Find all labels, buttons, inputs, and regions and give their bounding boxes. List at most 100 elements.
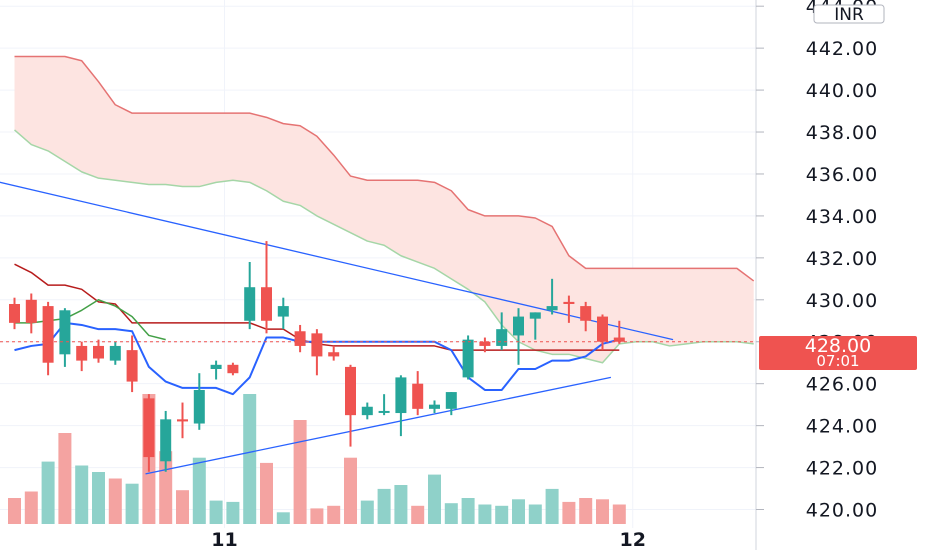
candle-body <box>328 352 340 357</box>
candle-body <box>345 366 356 416</box>
currency-badge[interactable]: INR <box>813 4 885 25</box>
price-tick-label: 442.00 <box>806 38 878 60</box>
candle-body <box>580 306 592 321</box>
time-axis[interactable]: 11 12 <box>211 529 646 550</box>
volume-bar <box>612 504 626 524</box>
candle-body <box>261 287 272 321</box>
bar-countdown: 07:01 <box>816 352 859 370</box>
price-tick-label: 430.00 <box>806 290 878 312</box>
volume-bar <box>579 498 593 524</box>
volume-bar <box>260 462 273 524</box>
price-tick-label: 420.00 <box>806 500 878 522</box>
candle-body <box>613 337 625 342</box>
trendline[interactable] <box>0 161 674 341</box>
volume-bar <box>24 491 38 524</box>
candle-body <box>193 389 205 424</box>
candle-body <box>227 364 239 374</box>
volume-bar <box>276 512 290 524</box>
volume-bar <box>75 465 89 524</box>
volume-bar <box>41 461 55 524</box>
volume-bar <box>327 505 341 524</box>
volume-bar <box>411 505 425 524</box>
volume-bar <box>461 498 475 524</box>
volume-bar <box>528 504 542 524</box>
candle-body <box>563 301 575 304</box>
trendline[interactable] <box>145 376 612 475</box>
price-tick-label: 434.00 <box>806 206 878 228</box>
candle-body <box>59 310 71 355</box>
candle-body <box>395 377 407 414</box>
candle-body <box>412 383 424 409</box>
candle-body <box>597 316 608 342</box>
volume-bar <box>226 501 240 524</box>
price-axis[interactable]: 444.00442.00440.00438.00436.00434.00432.… <box>756 0 878 522</box>
candle-body <box>479 341 491 346</box>
candle-body <box>126 350 138 382</box>
candle-body <box>496 329 508 346</box>
candle-body <box>378 410 390 413</box>
volume-bar <box>377 488 391 524</box>
price-tick-label: 440.00 <box>806 80 878 102</box>
candle-body <box>546 306 558 311</box>
date-tick-label[interactable]: 11 <box>211 529 237 550</box>
candle-body <box>462 339 474 378</box>
volume-bar <box>8 498 21 524</box>
candle-body <box>109 345 121 361</box>
price-tick-label: 422.00 <box>806 458 878 480</box>
cloud-fill <box>14 56 754 363</box>
price-tick-label: 424.00 <box>806 416 878 438</box>
volume-bar <box>293 420 307 524</box>
volume-bar <box>360 500 374 524</box>
leading-span-a <box>14 129 754 364</box>
ichimoku-cloud <box>14 55 755 364</box>
last-price-value: 428.00 <box>805 335 871 357</box>
volume-bar <box>394 485 408 524</box>
candlesticks <box>9 241 625 472</box>
price-tick-label: 438.00 <box>806 122 878 144</box>
volume-bar <box>428 474 441 524</box>
volume-bar <box>478 504 492 524</box>
leading-span-b <box>14 55 755 282</box>
candle-body <box>311 333 323 357</box>
volume-bar <box>495 505 509 524</box>
grid-lines <box>0 0 756 528</box>
candle-body <box>445 392 457 409</box>
candle-body <box>529 312 541 319</box>
candle-body <box>277 306 289 317</box>
volume-bar <box>176 490 189 524</box>
volume-bar <box>310 508 324 524</box>
volume-bar <box>58 433 72 524</box>
volume-bar <box>512 499 525 524</box>
volume-bars <box>8 394 626 524</box>
volume-bar <box>344 457 357 524</box>
candle-body <box>160 419 172 462</box>
price-tick-label: 426.00 <box>806 374 878 396</box>
candle-body <box>361 406 373 416</box>
volume-bar <box>192 457 206 524</box>
candle-body <box>93 345 104 359</box>
candle-body <box>210 364 222 370</box>
candle-body <box>143 398 155 458</box>
price-tick-label: 436.00 <box>806 164 878 186</box>
volume-bar <box>243 394 257 524</box>
trendlines[interactable] <box>0 161 674 475</box>
last-price-tag: 428.00 07:01 <box>759 335 917 370</box>
volume-bar <box>596 499 609 524</box>
candle-body <box>294 331 306 346</box>
price-tick-label: 432.00 <box>806 248 878 270</box>
candle-body <box>177 419 188 422</box>
volume-bar <box>125 483 139 524</box>
volume-bar <box>108 478 122 524</box>
candle-body <box>42 306 54 363</box>
candle-body <box>513 316 524 336</box>
volume-bar <box>545 488 559 524</box>
volume-bar <box>209 500 223 524</box>
volume-bar <box>92 472 105 524</box>
candle-body <box>76 345 88 361</box>
date-tick-label[interactable]: 12 <box>620 529 646 550</box>
candle-body <box>244 287 256 321</box>
volume-bar <box>444 503 458 524</box>
lagging-span <box>14 299 166 341</box>
candle-body <box>25 299 37 323</box>
